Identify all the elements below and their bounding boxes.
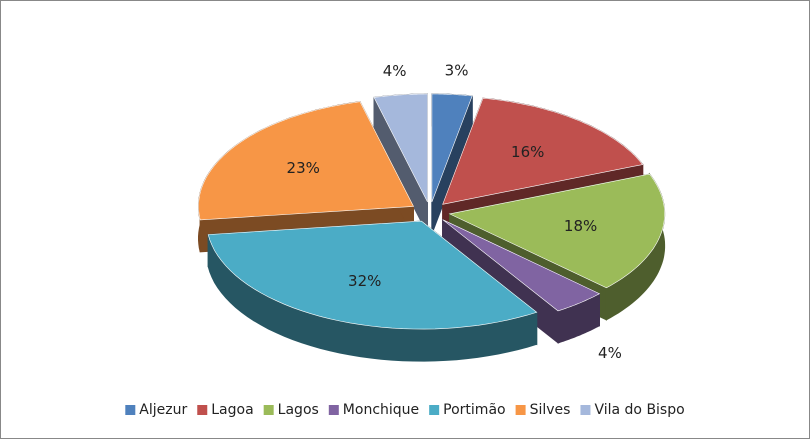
legend-swatch: [328, 405, 339, 415]
legend-swatch: [515, 405, 526, 415]
slice: [373, 93, 428, 203]
legend: Aljezur Lagoa Lagos Monchique Portimão Silves…: [125, 402, 685, 418]
slice: [448, 173, 665, 289]
legend-swatch: [263, 405, 274, 415]
slice: [431, 93, 473, 203]
legend-swatch: [197, 405, 208, 415]
data-label: 3%: [445, 61, 469, 79]
legend-label: Aljezur: [139, 402, 187, 418]
data-label: 23%: [287, 159, 320, 177]
legend-swatch: [429, 405, 440, 415]
legend-label: Lagoa: [211, 402, 253, 418]
legend-label: Portimão: [443, 402, 505, 418]
legend-label: Lagos: [278, 402, 319, 418]
legend-swatch: [580, 405, 591, 415]
data-label: 18%: [564, 217, 597, 235]
legend-label: Vila do Bispo: [594, 402, 684, 418]
slice: [442, 97, 644, 205]
data-label: 32%: [348, 272, 381, 290]
data-label: 4%: [598, 344, 622, 362]
legend-label: Monchique: [343, 402, 419, 418]
legend-swatch: [125, 405, 136, 415]
legend-label: Silves: [530, 402, 571, 418]
slice: [442, 219, 601, 312]
data-label: 16%: [511, 143, 544, 161]
data-label: 4%: [383, 62, 407, 80]
slice: [207, 220, 538, 330]
slice: [198, 101, 414, 221]
